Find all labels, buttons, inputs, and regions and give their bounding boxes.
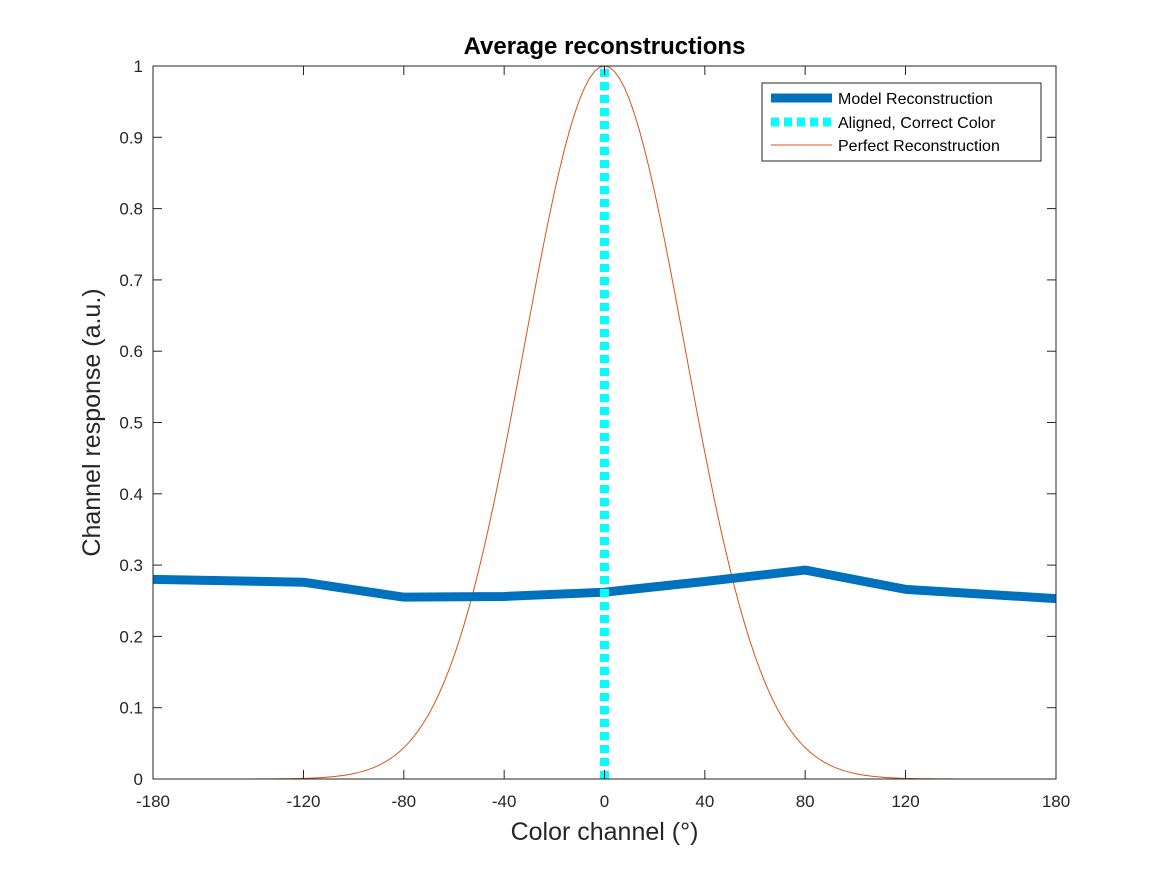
y-tick-label: 0.4 bbox=[119, 485, 143, 504]
x-tick-label: -120 bbox=[286, 792, 320, 811]
legend-label-aligned-correct-color: Aligned, Correct Color bbox=[838, 115, 996, 132]
y-tick-label: 0.3 bbox=[119, 556, 143, 575]
x-tick-label: -180 bbox=[136, 792, 170, 811]
y-tick-label: 0.2 bbox=[119, 627, 143, 646]
legend-label-perfect-reconstruction: Perfect Reconstruction bbox=[838, 138, 1000, 155]
y-tick-label: 1 bbox=[134, 57, 143, 76]
x-axis-title: Color channel (°) bbox=[511, 818, 699, 846]
x-tick-label: 80 bbox=[796, 792, 815, 811]
y-tick-label: 0.5 bbox=[119, 414, 143, 433]
y-tick-label: 0.9 bbox=[119, 128, 143, 147]
chart-title: Average reconstructions bbox=[464, 33, 746, 60]
y-tick-label: 0 bbox=[134, 770, 143, 789]
x-tick-label: 180 bbox=[1042, 792, 1070, 811]
y-tick-label: 0.1 bbox=[119, 699, 143, 718]
y-tick-label: 0.7 bbox=[119, 271, 143, 290]
x-tick-label: -40 bbox=[492, 792, 517, 811]
legend-label-model-reconstruction: Model Reconstruction bbox=[838, 91, 993, 108]
ticks-layer: -180 -120 -80 -40 0 40 80 120 180 0 0.1 0.2 0.3 0.4 0.… bbox=[119, 57, 1070, 811]
legend: Model Reconstruction Aligned, Correct Co… bbox=[761, 82, 1042, 162]
y-tick-label: 0.8 bbox=[119, 200, 143, 219]
y-tick-label: 0.6 bbox=[119, 342, 143, 361]
y-axis-title: Channel response (a.u.) bbox=[78, 288, 106, 556]
x-tick-label: 40 bbox=[695, 792, 714, 811]
x-tick-label: 0 bbox=[600, 792, 609, 811]
x-tick-label: -80 bbox=[392, 792, 417, 811]
x-tick-label: 120 bbox=[891, 792, 919, 811]
